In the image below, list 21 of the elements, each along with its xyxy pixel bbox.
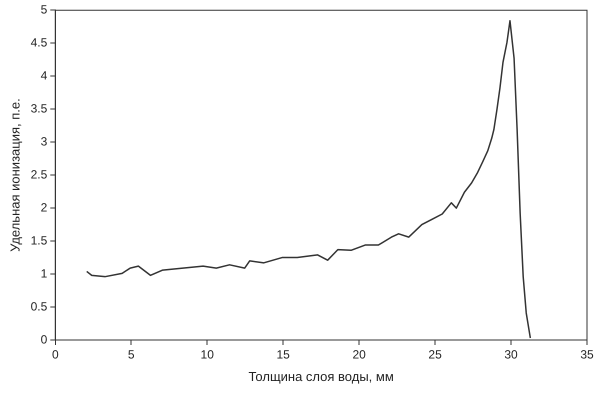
x-tick-label: 25 bbox=[428, 348, 442, 362]
y-tick-label: 1.5 bbox=[30, 233, 48, 248]
x-tick-label: 30 bbox=[504, 348, 518, 362]
y-tick-label: 0.5 bbox=[30, 299, 48, 314]
x-tick-label: 0 bbox=[52, 348, 59, 362]
y-tick-label: 3.5 bbox=[30, 101, 48, 116]
y-tick-label: 2.5 bbox=[30, 167, 48, 182]
y-tick-label: 0 bbox=[40, 332, 48, 346]
y-axis-title: Удельная ионизация, п.е. bbox=[7, 98, 22, 252]
y-tick-label: 4.5 bbox=[30, 35, 48, 50]
y-tick-label: 2 bbox=[40, 200, 48, 214]
y-tick-label: 5 bbox=[40, 2, 48, 17]
x-tick-label: 15 bbox=[276, 348, 290, 362]
x-tick-label: 20 bbox=[352, 348, 366, 362]
x-axis-title: Толщина слоя воды, мм bbox=[248, 368, 394, 384]
y-tick-label: 3 bbox=[40, 134, 48, 148]
x-tick-label: 5 bbox=[128, 348, 135, 362]
y-tick-label: 4 bbox=[40, 68, 48, 82]
x-tick-label: 35 bbox=[580, 348, 594, 362]
y-tick-label: 1 bbox=[40, 266, 48, 280]
x-tick-label: 10 bbox=[200, 348, 214, 362]
